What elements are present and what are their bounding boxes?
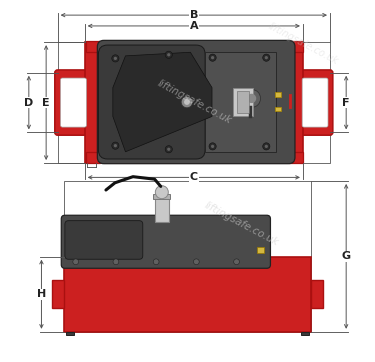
Bar xyxy=(64,257,311,332)
Text: E: E xyxy=(42,98,50,108)
Circle shape xyxy=(184,99,190,105)
Circle shape xyxy=(183,98,190,106)
Bar xyxy=(66,332,74,335)
Text: H: H xyxy=(37,289,46,299)
Circle shape xyxy=(112,55,119,62)
Text: F: F xyxy=(342,98,350,108)
Bar xyxy=(85,42,303,163)
Circle shape xyxy=(194,259,199,265)
FancyBboxPatch shape xyxy=(98,40,295,164)
Circle shape xyxy=(243,89,261,108)
Bar xyxy=(65,258,267,261)
Circle shape xyxy=(153,259,159,265)
FancyBboxPatch shape xyxy=(61,78,86,127)
Bar xyxy=(257,247,264,253)
Bar xyxy=(289,41,303,52)
Bar xyxy=(206,52,276,152)
Circle shape xyxy=(211,145,214,148)
Circle shape xyxy=(114,57,117,60)
Bar xyxy=(155,197,169,223)
Circle shape xyxy=(167,53,170,56)
Circle shape xyxy=(265,56,268,59)
Circle shape xyxy=(265,145,268,148)
Circle shape xyxy=(211,56,214,59)
Circle shape xyxy=(247,94,256,103)
Circle shape xyxy=(73,259,79,265)
Bar xyxy=(275,92,281,97)
Text: liftingsafe.co.uk: liftingsafe.co.uk xyxy=(203,201,280,248)
Bar xyxy=(237,91,249,113)
Circle shape xyxy=(155,186,168,199)
FancyBboxPatch shape xyxy=(61,215,270,268)
Bar xyxy=(58,42,330,163)
Text: G: G xyxy=(342,251,351,261)
FancyBboxPatch shape xyxy=(65,221,143,259)
Bar xyxy=(311,280,323,308)
Bar xyxy=(64,181,311,332)
Text: liftingsafe.co.uk: liftingsafe.co.uk xyxy=(266,21,340,67)
Bar xyxy=(233,88,253,117)
Bar xyxy=(275,107,281,111)
Circle shape xyxy=(209,143,216,150)
Bar xyxy=(289,152,303,163)
FancyBboxPatch shape xyxy=(302,78,328,127)
Bar xyxy=(153,194,171,199)
Circle shape xyxy=(185,100,189,104)
Circle shape xyxy=(263,143,270,150)
Text: liftingsafe.co.uk: liftingsafe.co.uk xyxy=(156,78,234,126)
Circle shape xyxy=(114,144,117,147)
FancyBboxPatch shape xyxy=(98,45,205,159)
Circle shape xyxy=(165,51,172,58)
Circle shape xyxy=(112,142,119,149)
Polygon shape xyxy=(113,52,212,152)
Text: C: C xyxy=(190,172,198,182)
Text: A: A xyxy=(189,21,198,31)
Circle shape xyxy=(113,259,119,265)
Text: B: B xyxy=(190,10,198,20)
Text: D: D xyxy=(24,98,33,108)
Bar xyxy=(86,152,99,163)
Bar xyxy=(302,332,309,335)
Circle shape xyxy=(263,54,270,61)
Circle shape xyxy=(165,146,172,153)
FancyBboxPatch shape xyxy=(55,70,91,135)
Circle shape xyxy=(234,259,239,265)
Bar xyxy=(52,280,64,308)
Bar xyxy=(86,41,99,52)
Circle shape xyxy=(181,96,193,108)
Circle shape xyxy=(209,54,216,61)
Circle shape xyxy=(167,148,170,151)
FancyBboxPatch shape xyxy=(296,70,333,135)
